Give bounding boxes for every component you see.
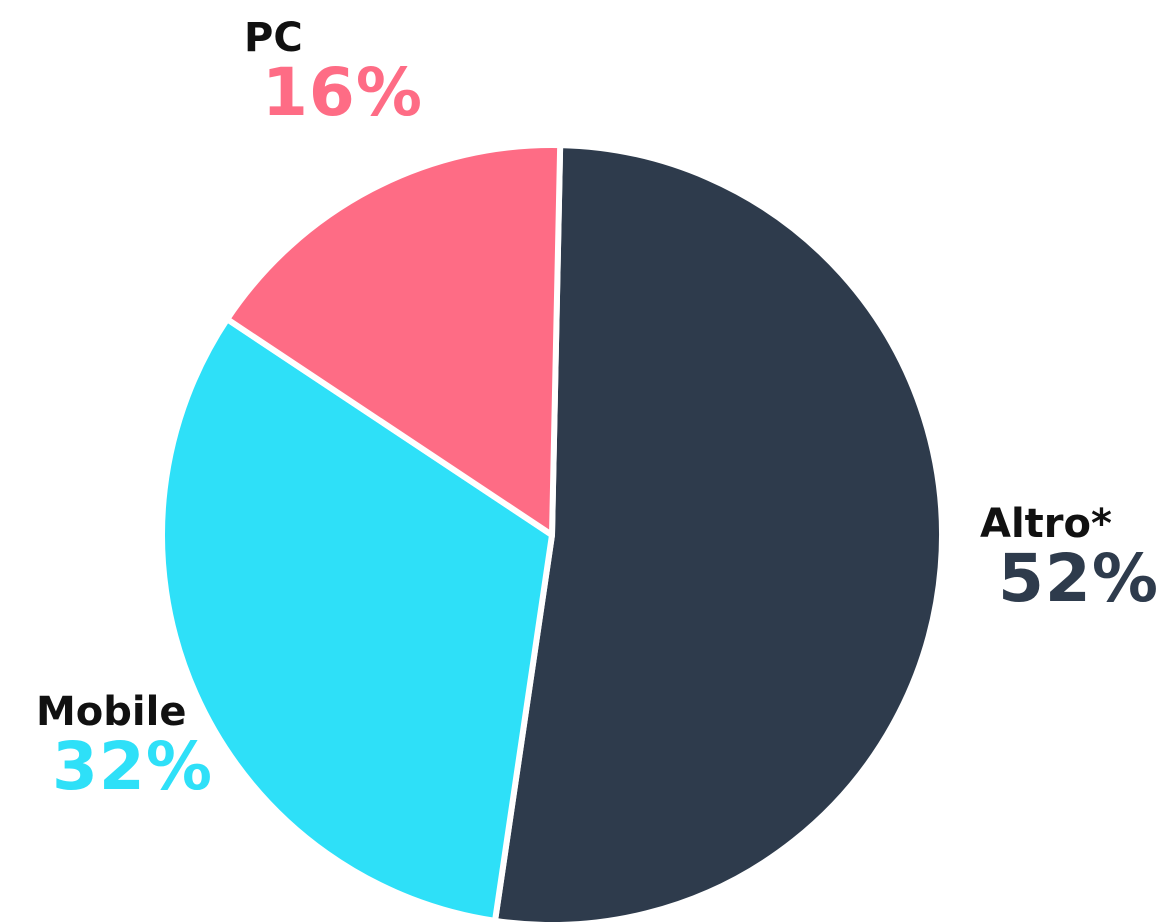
- pie-slices: [158, 142, 946, 922]
- slice-altro: [492, 142, 946, 922]
- slice-value-pc: 16%: [262, 54, 423, 131]
- slice-mobile: [158, 316, 555, 922]
- slice-label-mobile: Mobile 32%: [36, 692, 213, 800]
- slice-value-mobile: 32%: [52, 728, 213, 805]
- slice-value-altro: 52%: [998, 540, 1158, 617]
- slice-name-pc: PC: [244, 15, 303, 61]
- slice-name-mobile: Mobile: [36, 689, 187, 735]
- slice-pc: [224, 142, 564, 538]
- slice-name-altro: Altro*: [980, 501, 1112, 547]
- slice-label-pc: PC 16%: [244, 18, 423, 126]
- slice-label-altro: Altro* 52%: [980, 504, 1158, 612]
